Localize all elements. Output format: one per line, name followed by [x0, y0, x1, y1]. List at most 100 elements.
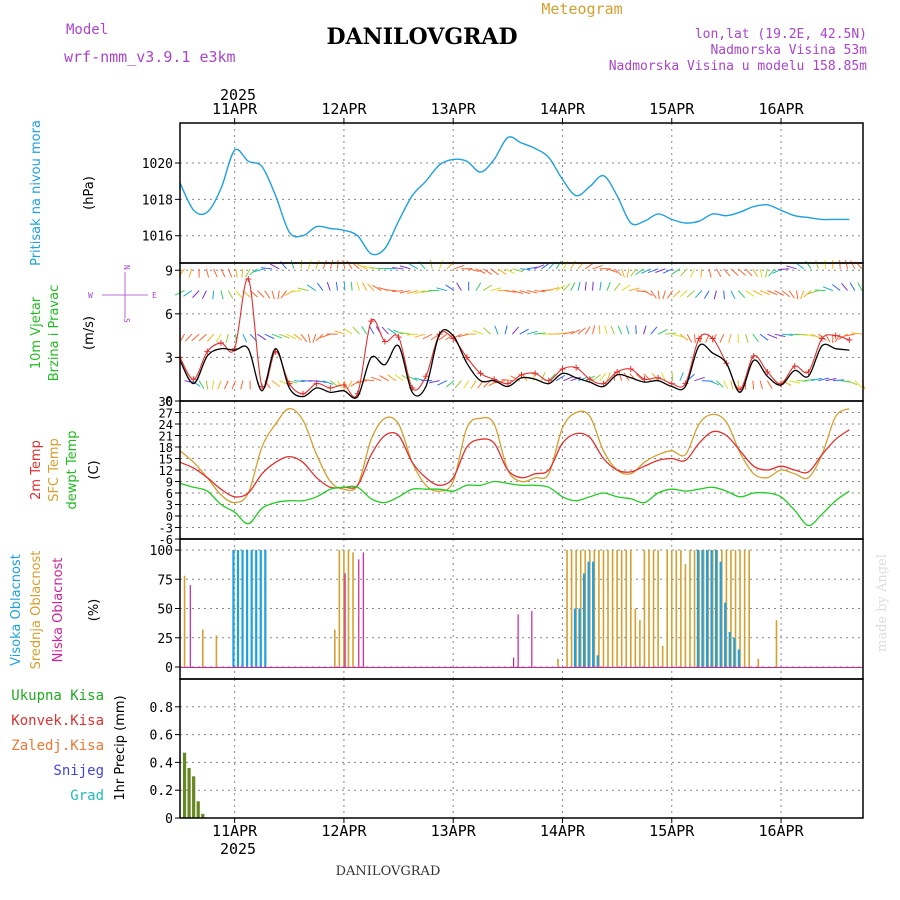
cloud-bar-high — [696, 550, 699, 667]
temp-side-label-3: dewpt Temp — [65, 430, 80, 509]
precip-bars — [182, 752, 205, 818]
cloud-bar-mid — [702, 550, 705, 667]
wind-arrow — [245, 268, 251, 278]
wind-arrow — [577, 376, 589, 382]
wind-arrow — [752, 380, 755, 390]
wind-arrow — [570, 376, 581, 382]
watermark: made by Angel — [875, 554, 890, 652]
cloud-bar-mid — [730, 550, 732, 667]
cloud-bar-mid — [689, 550, 691, 667]
wind-arrow — [315, 260, 320, 270]
wind-arrow — [657, 329, 668, 335]
year-label-top: 2025 — [220, 86, 256, 104]
cloud-bar-high — [596, 655, 599, 667]
wind-arrow — [752, 333, 759, 343]
cloud-bar-high — [733, 637, 736, 667]
compass-rose: W E N S — [88, 265, 157, 323]
wind-arrow — [694, 290, 703, 299]
day-label-top: 14APR — [540, 100, 586, 118]
wind-arrow — [708, 268, 712, 278]
wind-arrow — [662, 290, 666, 300]
wind-arrow — [577, 281, 581, 291]
wind-arrow — [716, 380, 724, 388]
wind-arrow — [322, 260, 327, 270]
y-tick-label: 15 — [159, 453, 173, 467]
wind-arrow — [337, 259, 339, 269]
wind-arrow — [614, 268, 622, 276]
wind-arrow — [839, 259, 841, 269]
day-label-bottom: 12APR — [321, 822, 367, 840]
wind-arrow — [453, 264, 465, 270]
wind-arrow — [850, 260, 856, 270]
wind-arrow — [723, 290, 726, 300]
wind-arrow — [473, 330, 484, 335]
cloud-bar-mid — [684, 564, 687, 667]
wind-arrow — [261, 267, 273, 270]
wind-arrow — [665, 332, 677, 335]
wind-arrow — [519, 290, 531, 295]
wind-arrow — [184, 380, 196, 384]
wind-arrow — [650, 326, 658, 335]
cloud-bar-mid — [725, 550, 728, 667]
temperature-grid — [180, 400, 863, 540]
wind-arrow — [211, 380, 215, 390]
wind-arrow — [470, 380, 477, 389]
chart-subtitle: Meteogram — [541, 0, 622, 18]
wind-arrow — [350, 281, 353, 291]
cloud-bar-mid — [352, 552, 354, 667]
temp-2m-line — [179, 429, 850, 498]
wind-arrow — [719, 333, 725, 343]
cloud-bar-low — [344, 573, 346, 667]
wind-arrow — [501, 378, 513, 382]
precip-frame — [179, 678, 864, 819]
cloud-bar-high — [250, 550, 253, 667]
wind-arrow — [361, 326, 368, 335]
wind-arrow — [752, 290, 763, 296]
wind-arrow — [240, 380, 244, 390]
wind-arrow — [730, 380, 734, 390]
wind-arrow — [198, 380, 205, 389]
cloud-bar-mid — [611, 550, 614, 667]
wind-arrow — [257, 290, 265, 298]
wind-arrow — [184, 333, 193, 342]
precip-bar — [201, 813, 205, 818]
wind-arrow — [370, 376, 382, 382]
y-tick-label: 0 — [165, 812, 173, 827]
wind-arrow — [497, 268, 507, 275]
wind-arrow — [188, 268, 193, 278]
wind-arrow — [201, 290, 207, 300]
wind-arrow — [680, 268, 688, 277]
cloud-bar-mid — [566, 550, 568, 667]
day-label-bottom: 13APR — [431, 822, 477, 840]
wind-arrow — [300, 259, 303, 269]
cloud-bar-high — [724, 602, 727, 667]
cloud-bar-mid — [639, 620, 641, 667]
wind-arrow — [439, 260, 443, 269]
wind-arrow — [454, 380, 462, 389]
wind-arrow — [541, 262, 551, 270]
wind-arrow — [198, 333, 207, 342]
wind-arrow — [277, 290, 280, 300]
wind-arrow — [767, 290, 778, 296]
wind-arrow — [399, 265, 411, 270]
wind-arrow — [584, 281, 587, 291]
wind-arrow — [618, 371, 623, 381]
cloud-bar-high — [236, 550, 240, 667]
compass-e: E — [152, 291, 157, 300]
wind-arrow — [316, 282, 324, 291]
y-tick-label: 27 — [159, 407, 173, 421]
wind-arrow — [715, 268, 722, 278]
wind-arrow — [577, 327, 586, 335]
wind-arrow — [482, 327, 491, 335]
precip-panel: 0 0.2 0.4 0.6 0.8 1hr Precip (mm) Ukupna Kis… — [11, 678, 864, 827]
cloud-bar-mid — [775, 620, 778, 667]
wind-gust-line — [179, 278, 850, 398]
wind-arrow — [346, 260, 353, 270]
wind-arrow — [350, 380, 360, 387]
wind-arrow — [723, 268, 731, 277]
wind-arrow — [851, 332, 863, 335]
precip-bar — [187, 767, 191, 818]
cloud-side-label-3: Niska Oblacnost — [51, 558, 66, 663]
wind-arrow — [592, 325, 596, 335]
wind-arrow — [512, 290, 523, 294]
